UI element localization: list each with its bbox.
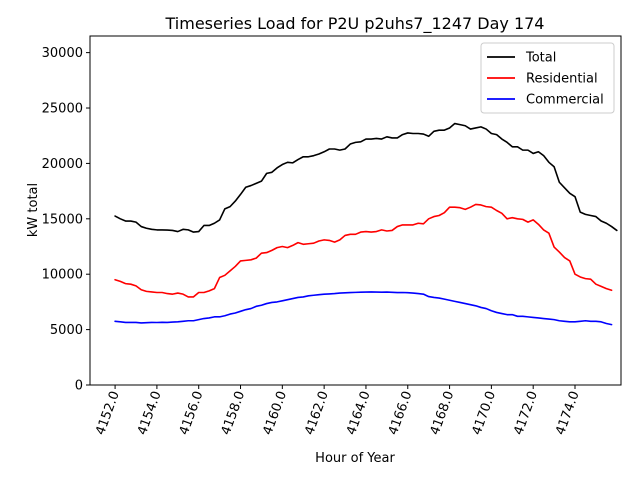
- y-tick-label: 15000: [42, 212, 83, 227]
- y-tick-label: 20000: [42, 157, 83, 172]
- y-axis-label: kW total: [26, 183, 41, 237]
- y-axis: 0 5000 10000 15000 20000 25000 30000: [42, 46, 90, 394]
- y-tick-label: 5000: [50, 323, 83, 338]
- legend-label-total: Total: [525, 51, 556, 66]
- series-line-total: [114, 122, 618, 233]
- plot-frame: [89, 35, 622, 386]
- series-layer: [114, 122, 618, 326]
- legend: Total Residential Commercial: [480, 42, 615, 114]
- y-tick-label: 10000: [42, 268, 83, 283]
- legend-label-commercial: Commercial: [526, 93, 604, 108]
- chart-title: Timeseries Load for P2U p2uhs7_1247 Day …: [165, 14, 545, 34]
- legend-label-residential: Residential: [526, 72, 598, 87]
- y-tick-label: 30000: [42, 46, 83, 61]
- y-tick-label: 25000: [42, 102, 83, 117]
- series-line-commercial: [114, 291, 613, 326]
- series-line-residential: [114, 203, 613, 298]
- x-axis-label: Hour of Year: [315, 451, 395, 466]
- legend-box: [480, 42, 615, 114]
- y-tick-label: 0: [75, 379, 83, 394]
